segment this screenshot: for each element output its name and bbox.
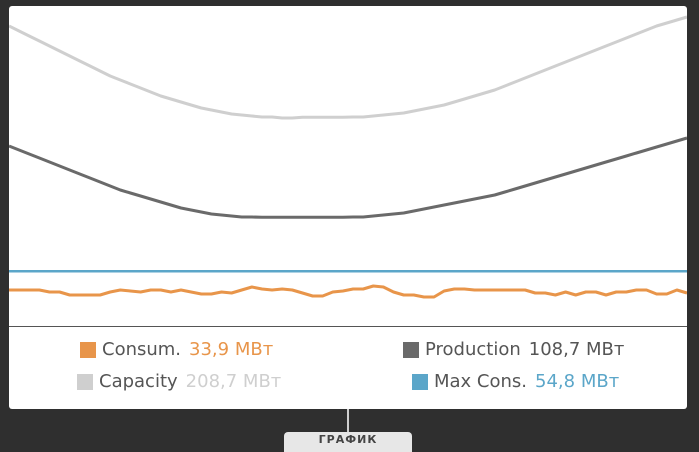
production-swatch	[403, 342, 419, 358]
maxcons-value: 54,8 МВт	[535, 371, 620, 392]
production-value: 108,7 МВт	[528, 339, 625, 360]
maxcons-swatch	[412, 374, 428, 390]
legend-item-production: Production 108,7 МВт	[403, 339, 624, 361]
chart-svg	[9, 15, 687, 299]
legend-item-consum: Consum. 33,9 МВт	[80, 339, 273, 361]
maxcons-label: Max Cons.	[434, 371, 528, 392]
series-line-production	[9, 136, 687, 219]
legend-item-maxcons: Max Cons. 54,8 МВт	[412, 371, 619, 393]
production-label: Production	[425, 339, 521, 360]
capacity-value: 208,7 МВт	[185, 371, 282, 392]
tab-grafik[interactable]: ГРАФИК	[284, 432, 412, 452]
series-line-consum	[9, 284, 687, 299]
legend-item-capacity: Capacity 208,7 МВт	[77, 371, 281, 393]
capacity-label: Capacity	[99, 371, 178, 392]
tab-connector	[347, 409, 349, 433]
consum-label: Consum.	[102, 339, 182, 360]
line-chart	[9, 6, 687, 326]
consum-value: 33,9 МВт	[189, 339, 274, 360]
consum-swatch	[80, 342, 96, 358]
series-line-capacity	[9, 15, 687, 120]
capacity-swatch	[77, 374, 93, 390]
chart-panel: Consum. 33,9 МВт Production 108,7 МВт Ca…	[9, 6, 687, 409]
legend: Consum. 33,9 МВт Production 108,7 МВт Ca…	[9, 326, 687, 409]
